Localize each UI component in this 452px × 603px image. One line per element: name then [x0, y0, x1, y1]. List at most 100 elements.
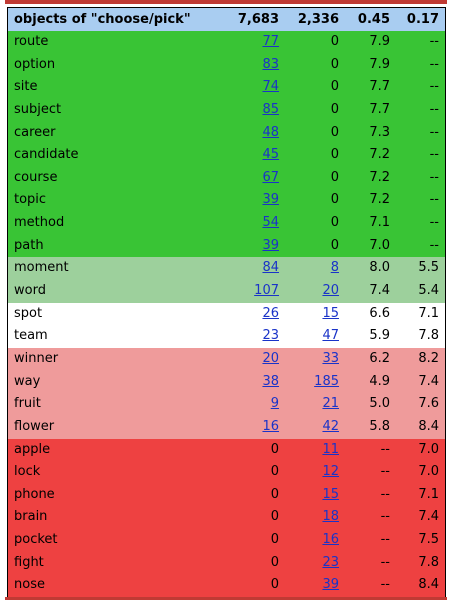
row-count-a: 0	[270, 441, 279, 457]
row-count-b-link[interactable]: 12	[322, 464, 339, 480]
row-count-b-link[interactable]: 11	[322, 441, 339, 457]
row-score-d: 7.4	[418, 509, 439, 525]
row-count-a-link[interactable]: 107	[254, 283, 279, 299]
row-count-a: 0	[270, 577, 279, 593]
header-score-c: 0.45	[357, 12, 390, 27]
row-score-d: 7.1	[418, 305, 439, 321]
row-count-a-link[interactable]: 39	[262, 237, 279, 253]
row-score-c: 7.2	[369, 169, 390, 185]
row-count-a: 23	[206, 325, 284, 348]
row-count-b-link[interactable]: 33	[322, 350, 339, 366]
table-row: option 83 0 7.9 --	[8, 53, 445, 77]
header-total-b: 2,336	[297, 12, 339, 27]
row-count-b-link[interactable]: 15	[322, 305, 339, 321]
row-count-a-link[interactable]: 74	[262, 79, 279, 95]
row-score-c: --	[380, 509, 390, 525]
row-count-a-link[interactable]: 48	[262, 124, 279, 140]
row-count-a: 0	[270, 554, 279, 570]
row-count-a-link[interactable]: 67	[262, 169, 279, 185]
row-score-d: 7.8	[418, 328, 439, 344]
row-score-c: 7.0	[369, 237, 390, 253]
row-score-d: 7.5	[418, 532, 439, 548]
row-count-b: 47	[284, 325, 344, 348]
table-row: fight 0 23 -- 7.8	[8, 551, 445, 575]
row-word: brain	[14, 509, 48, 525]
row-count-b: 0	[330, 34, 339, 49]
row-score-c: 6.6	[369, 305, 390, 321]
row-count-b: 0	[330, 237, 339, 253]
row-count-a: 48	[206, 122, 284, 145]
row-count-a: 54	[206, 212, 284, 235]
row-score-c: --	[380, 441, 390, 457]
row-score-d: 7.6	[418, 396, 439, 412]
row-count-a-link[interactable]: 77	[262, 34, 279, 49]
row-word: subject	[14, 101, 62, 117]
row-count-a-link[interactable]: 54	[262, 215, 279, 231]
table-row: moment 84 8 8.0 5.5	[8, 257, 445, 281]
row-score-d: 7.1	[418, 486, 439, 502]
row-count-b-link[interactable]: 47	[322, 328, 339, 344]
row-count-b-link[interactable]: 42	[322, 418, 339, 434]
row-count-a-link[interactable]: 23	[262, 328, 279, 344]
row-count-b-link[interactable]: 21	[322, 396, 339, 412]
row-score-c: 7.1	[369, 215, 390, 231]
table-row: path 39 0 7.0 --	[8, 234, 445, 258]
row-count-b: 39	[284, 574, 344, 597]
row-count-a-link[interactable]: 20	[262, 350, 279, 366]
row-count-a-link[interactable]: 26	[262, 305, 279, 321]
row-score-c: 5.8	[369, 418, 390, 434]
row-word: team	[14, 328, 48, 344]
row-count-a: 45	[206, 144, 284, 167]
table-row: fruit 9 21 5.0 7.6	[8, 393, 445, 416]
row-score-c: 6.2	[369, 350, 390, 366]
row-word: nose	[14, 577, 45, 593]
table-row: spot 26 15 6.6 7.1	[8, 302, 445, 326]
row-count-a-link[interactable]: 83	[262, 56, 279, 72]
row-count-b-link[interactable]: 20	[322, 283, 339, 299]
table-header: objects of "choose/pick" 7,683 2,336 0.4…	[8, 8, 445, 31]
row-score-d: 8.2	[418, 350, 439, 366]
row-count-b-link[interactable]: 185	[314, 373, 339, 389]
row-count-a: 67	[206, 167, 284, 190]
row-score-c: 5.0	[369, 396, 390, 412]
row-count-a-link[interactable]: 45	[262, 147, 279, 163]
table-row: topic 39 0 7.2 --	[8, 189, 445, 213]
row-score-c: 7.7	[369, 79, 390, 95]
row-count-b: 16	[284, 529, 344, 552]
row-count-b-link[interactable]: 39	[322, 577, 339, 593]
row-count-a: 39	[206, 235, 284, 258]
row-word: option	[14, 56, 56, 72]
row-word: apple	[14, 441, 51, 457]
table-row: way 38 185 4.9 7.4	[8, 370, 445, 394]
row-word: candidate	[14, 147, 79, 163]
row-count-a-link[interactable]: 84	[262, 260, 279, 276]
row-word: pocket	[14, 532, 58, 548]
header-title: objects of "choose/pick"	[14, 12, 191, 27]
row-count-a: 0	[270, 532, 279, 548]
row-score-d: --	[429, 169, 439, 185]
row-count-b-link[interactable]: 18	[322, 509, 339, 525]
row-score-d: 8.4	[418, 577, 439, 593]
row-count-a-link[interactable]: 38	[262, 373, 279, 389]
row-count-a-link[interactable]: 9	[270, 396, 279, 412]
row-count-b: 21	[284, 393, 344, 416]
row-word: phone	[14, 486, 55, 502]
row-score-d: 5.5	[418, 260, 439, 276]
row-word: fruit	[14, 396, 41, 412]
header-total-a: 7,683	[237, 12, 279, 27]
row-count-b-link[interactable]: 23	[322, 554, 339, 570]
row-count-b-link[interactable]: 8	[330, 260, 339, 276]
row-count-a-link[interactable]: 16	[262, 418, 279, 434]
row-word: route	[14, 34, 49, 49]
row-count-a-link[interactable]: 39	[262, 192, 279, 208]
row-score-d: 5.4	[418, 283, 439, 299]
row-count-b: 12	[284, 461, 344, 484]
row-count-b-link[interactable]: 16	[322, 532, 339, 548]
row-count-a-link[interactable]: 85	[262, 101, 279, 117]
row-count-a: 84	[206, 257, 284, 280]
row-score-d: 7.8	[418, 554, 439, 570]
table-row: nose 0 39 -- 8.4	[8, 574, 445, 598]
row-count-b: 33	[284, 348, 344, 371]
row-count-b-link[interactable]: 15	[322, 486, 339, 502]
row-word: spot	[14, 305, 43, 321]
